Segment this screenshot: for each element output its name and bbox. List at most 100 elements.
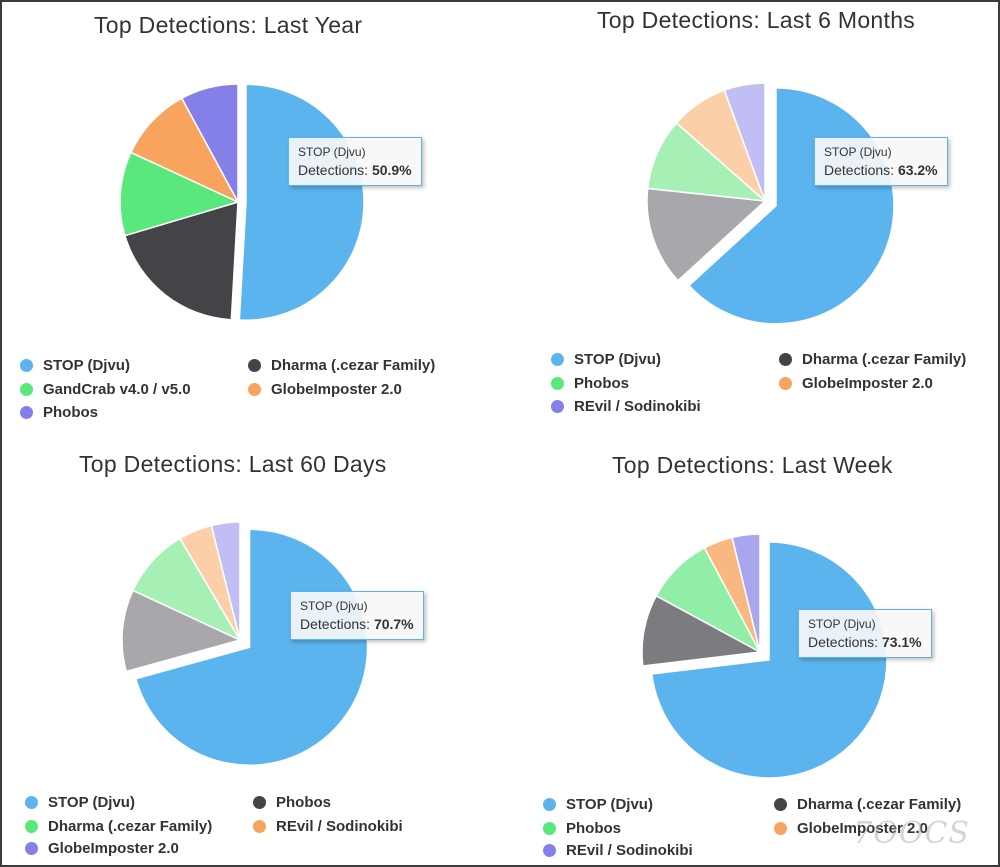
legend-label: REvil / Sodinokibi [574,398,701,415]
legend-dot-icon [543,798,556,811]
pie-slice-globeimposter-2-0[interactable] [210,521,241,641]
legend-item[interactable]: Phobos [551,375,629,392]
pie-slice-dharma-cezar-family[interactable] [646,187,767,282]
pie-slice-phobos[interactable] [180,83,239,203]
legend-label: GandCrab v4.0 / v5.0 [43,381,191,398]
legend-label: GlobeImposter 2.0 [802,375,933,392]
pie-tooltip: STOP (Djvu) Detections: 70.7% [290,591,424,640]
tooltip-value: 50.9% [371,162,412,178]
legend-label: Phobos [276,794,331,811]
legend-label: STOP (Djvu) [566,796,653,813]
legend-label: Phobos [566,820,621,837]
legend-item[interactable]: GlobeImposter 2.0 [248,381,402,398]
legend-dot-icon [248,359,261,372]
legend-item[interactable]: GlobeImposter 2.0 [25,840,179,857]
chart-title: Top Detections: Last Week [612,452,893,478]
legend-dot-icon [551,400,564,413]
legend-item[interactable]: Phobos [20,404,98,421]
legend-dot-icon [774,822,787,835]
legend-dot-icon [25,820,38,833]
tooltip-label: STOP (Djvu) [300,599,368,613]
chart-title: Top Detections: Last 6 Months [597,7,916,33]
pie-chart-svg[interactable] [502,434,1000,866]
legend-dot-icon [543,844,556,857]
legend-item[interactable]: STOP (Djvu) [25,794,135,811]
legend-label: GlobeImposter 2.0 [797,820,928,837]
legend-label: Phobos [574,375,629,392]
legend-item[interactable]: STOP (Djvu) [551,351,661,368]
pie-slice-stop-djvu[interactable] [134,528,369,767]
legend-item[interactable]: Dharma (.cezar Family) [25,818,212,835]
legend-label: STOP (Djvu) [574,351,661,368]
legend-item[interactable]: Phobos [253,794,331,811]
legend-dot-icon [25,796,38,809]
tooltip-value: 70.7% [373,616,414,632]
pie-slice-revil-sodinokibi[interactable] [731,533,761,653]
pie-slice-dharma-cezar-family[interactable] [641,594,763,667]
tooltip-metric: Detections: [808,634,879,650]
pie-chart-svg[interactable] [502,2,1000,434]
tooltip-metric: Detections: [298,162,369,178]
legend-item[interactable]: STOP (Djvu) [543,796,653,813]
pie-slice-revil-sodinokibi[interactable] [723,82,766,202]
chart-title: Top Detections: Last 60 Days [79,451,387,477]
legend-label: GlobeImposter 2.0 [48,840,179,857]
legend-dot-icon [25,842,38,855]
legend-dot-icon [551,353,564,366]
legend-item[interactable]: GlobeImposter 2.0 [774,820,928,837]
legend-dot-icon [543,822,556,835]
legend-item[interactable]: Dharma (.cezar Family) [779,351,966,368]
pie-slice-phobos[interactable] [646,121,768,202]
pie-tooltip: STOP (Djvu) Detections: 63.2% [814,137,948,186]
pie-slice-globeimposter-2-0[interactable] [129,97,240,204]
chart-panel-last-year: Top Detections: Last Year STOP (Djvu) De… [2,2,502,434]
pie-slice-phobos[interactable] [121,589,243,673]
legend-dot-icon [253,820,266,833]
tooltip-label: STOP (Djvu) [298,145,366,159]
legend-dot-icon [779,377,792,390]
legend-dot-icon [551,377,564,390]
legend-dot-icon [20,383,33,396]
legend-item[interactable]: GlobeImposter 2.0 [779,375,933,392]
chart-title: Top Detections: Last Year [94,12,363,38]
legend-label: REvil / Sodinokibi [276,818,403,835]
legend-label: GlobeImposter 2.0 [271,381,402,398]
legend-label: Dharma (.cezar Family) [48,818,213,835]
legend-label: Dharma (.cezar Family) [797,796,962,813]
chart-panel-last-6-months: Top Detections: Last 6 Months STOP (Djvu… [502,2,1000,434]
legend-label: Dharma (.cezar Family) [802,351,967,368]
legend-dot-icon [20,406,33,419]
chart-panel-last-week: Top Detections: Last Week STOP (Djvu) De… [502,434,1000,866]
tooltip-metric: Detections: [300,616,371,632]
legend-item[interactable]: GandCrab v4.0 / v5.0 [20,381,191,398]
pie-tooltip: STOP (Djvu) Detections: 50.9% [288,137,422,186]
legend-label: STOP (Djvu) [48,794,135,811]
watermark-logo: 7OOCS [853,816,970,851]
chart-panel-last-60-days: Top Detections: Last 60 Days STOP (Djvu)… [2,434,502,866]
pie-slice-gandcrab-v4-0-v5-0[interactable] [119,151,241,237]
legend-label: STOP (Djvu) [43,357,130,374]
tooltip-value: 63.2% [897,162,938,178]
legend-dot-icon [253,796,266,809]
legend-dot-icon [779,353,792,366]
legend-label: REvil / Sodinokibi [566,842,693,859]
tooltip-value: 73.1% [881,634,922,650]
pie-slice-dharma-cezar-family[interactable] [123,200,239,321]
pie-tooltip: STOP (Djvu) Detections: 73.1% [798,609,932,658]
legend-dot-icon [774,798,787,811]
legend-dot-icon [20,359,33,372]
legend-item[interactable]: REvil / Sodinokibi [543,842,693,859]
tooltip-label: STOP (Djvu) [808,617,876,631]
tooltip-metric: Detections: [824,162,895,178]
legend-item[interactable]: REvil / Sodinokibi [551,398,701,415]
pie-slice-stop-djvu[interactable] [650,541,888,779]
legend-item[interactable]: Dharma (.cezar Family) [248,357,435,374]
legend-item[interactable]: Phobos [543,820,621,837]
pie-chart-svg[interactable] [2,434,502,866]
legend-item[interactable]: STOP (Djvu) [20,357,130,374]
legend-item[interactable]: REvil / Sodinokibi [253,818,403,835]
legend-item[interactable]: Dharma (.cezar Family) [774,796,961,813]
pie-slice-stop-djvu[interactable] [238,83,365,321]
legend-label: Phobos [43,404,98,421]
